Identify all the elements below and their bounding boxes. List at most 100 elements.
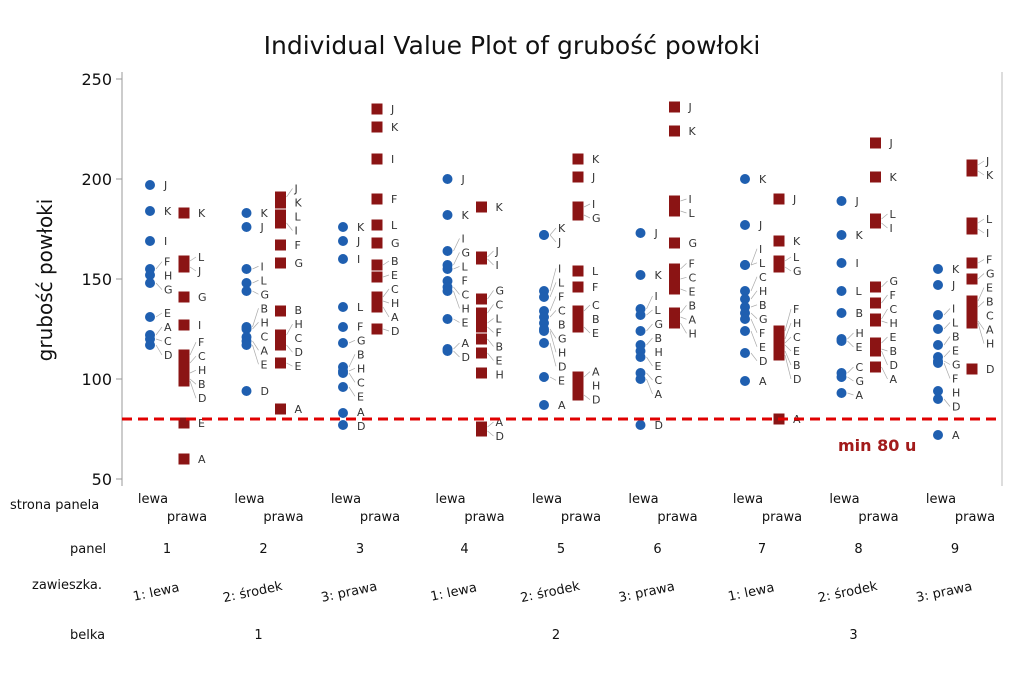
point-prawa-8-F bbox=[870, 297, 881, 309]
point-label: B bbox=[952, 331, 960, 344]
point-label: C bbox=[655, 374, 663, 387]
label-leader-line bbox=[977, 301, 985, 308]
point-label: I bbox=[592, 198, 595, 211]
point-label: C bbox=[986, 310, 994, 323]
point-prawa-5-E bbox=[572, 321, 584, 333]
point-prawa-3-A bbox=[371, 301, 383, 313]
point-lewa-9-B bbox=[933, 340, 943, 350]
point-label: E bbox=[759, 341, 766, 354]
point-label: J bbox=[557, 236, 561, 249]
label-leader-line bbox=[549, 227, 557, 236]
point-lewa-6-G bbox=[635, 326, 646, 336]
point-lewa-7-F bbox=[740, 314, 750, 324]
point-prawa-6-E bbox=[669, 283, 680, 295]
row-label-panel: panel bbox=[70, 542, 106, 557]
label-leader-line bbox=[348, 340, 356, 344]
label-leader-line bbox=[382, 328, 390, 332]
point-label: L bbox=[952, 317, 959, 330]
point-label: C bbox=[592, 299, 600, 312]
label-leader-line bbox=[750, 318, 758, 333]
label-leader-line bbox=[252, 344, 259, 365]
label-leader-line bbox=[155, 282, 163, 290]
point-lewa-4-E bbox=[442, 314, 453, 324]
label-leader-line bbox=[881, 336, 888, 344]
point-label: F bbox=[357, 320, 363, 333]
point-label: E bbox=[890, 331, 897, 344]
point-lewa-6-J bbox=[635, 228, 646, 238]
point-prawa-5-I bbox=[572, 201, 584, 213]
point-label: A bbox=[391, 311, 399, 324]
point-prawa-7-D bbox=[773, 349, 785, 361]
label-leader-line bbox=[549, 330, 557, 353]
point-prawa-1-L bbox=[178, 255, 190, 267]
label-leader-line bbox=[252, 308, 259, 328]
label-leader-line bbox=[252, 290, 259, 295]
point-label: C bbox=[261, 330, 269, 343]
zawieszka-label: 2: środek bbox=[519, 579, 582, 606]
point-label: I bbox=[462, 232, 465, 245]
point-label: I bbox=[952, 303, 955, 316]
point-label: H bbox=[655, 346, 663, 359]
row-label-belka: belka bbox=[70, 628, 105, 643]
point-label: B bbox=[856, 307, 864, 320]
point-label: K bbox=[655, 269, 663, 282]
point-label: J bbox=[985, 155, 989, 168]
label-leader-line bbox=[680, 276, 687, 280]
zawieszka-label: 3: prawa bbox=[320, 579, 379, 606]
y-tick-label: 50 bbox=[92, 470, 112, 489]
point-lewa-1-H bbox=[145, 270, 155, 280]
point-label: K bbox=[592, 153, 600, 166]
label-leader-line bbox=[348, 386, 356, 397]
point-lewa-8-I bbox=[836, 258, 847, 268]
point-label: D bbox=[592, 394, 600, 407]
label-leader-line bbox=[881, 348, 888, 352]
label-leader-line bbox=[646, 378, 653, 395]
label-leader-line bbox=[382, 274, 390, 278]
row-label-strona: strona panela bbox=[10, 498, 99, 513]
point-label: E bbox=[391, 269, 398, 282]
label-leader-line bbox=[680, 198, 687, 202]
point-prawa-7-G bbox=[773, 261, 785, 273]
label-leader-line bbox=[583, 304, 591, 312]
point-prawa-8-D bbox=[870, 345, 881, 357]
label-leader-line bbox=[549, 296, 557, 312]
label-leader-line bbox=[881, 366, 888, 380]
strona-label: prawa bbox=[561, 510, 601, 525]
point-label: D bbox=[793, 373, 801, 386]
point-prawa-3-G bbox=[371, 237, 383, 249]
label-leader-line bbox=[943, 308, 951, 316]
point-label: H bbox=[295, 318, 303, 331]
point-label: D bbox=[986, 363, 994, 376]
point-label: E bbox=[986, 282, 993, 295]
label-leader-line bbox=[784, 266, 792, 272]
point-label: H bbox=[890, 317, 898, 330]
strona-label: prawa bbox=[167, 510, 207, 525]
point-label: J bbox=[889, 137, 893, 150]
point-label: C bbox=[793, 331, 801, 344]
point-label: K bbox=[462, 209, 470, 222]
label-leader-line bbox=[487, 258, 494, 266]
point-label: I bbox=[496, 259, 499, 272]
label-leader-line bbox=[977, 320, 985, 330]
panel-label: 3 bbox=[356, 542, 364, 557]
label-leader-line bbox=[189, 355, 197, 364]
point-lewa-8-L bbox=[836, 286, 847, 296]
point-lewa-5-D bbox=[539, 338, 549, 348]
label-leader-line bbox=[750, 248, 758, 266]
point-label: K bbox=[856, 229, 864, 242]
panel-label: 4 bbox=[460, 542, 468, 557]
point-label: E bbox=[164, 307, 171, 320]
label-leader-line bbox=[943, 398, 951, 407]
point-label: E bbox=[496, 354, 503, 367]
point-label: J bbox=[260, 221, 264, 234]
label-leader-line bbox=[348, 354, 356, 368]
point-label: A bbox=[952, 429, 960, 442]
label-leader-line bbox=[549, 234, 557, 243]
point-lewa-1-E bbox=[145, 312, 155, 322]
label-leader-line bbox=[881, 308, 888, 320]
point-prawa-5-H bbox=[572, 379, 584, 391]
point-prawa-5-G bbox=[572, 209, 584, 221]
point-lewa-3-E bbox=[338, 382, 348, 392]
point-lewa-3-F bbox=[338, 322, 348, 332]
point-prawa-9-B bbox=[966, 301, 978, 313]
